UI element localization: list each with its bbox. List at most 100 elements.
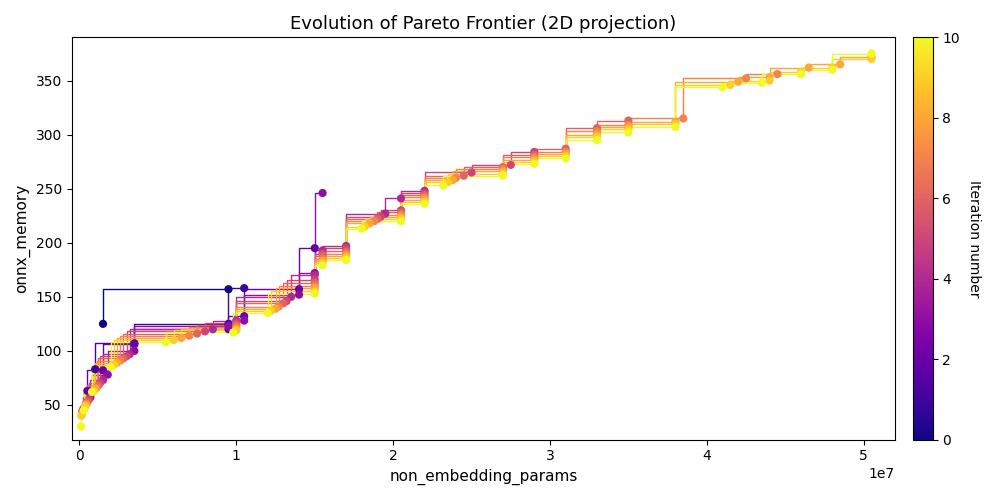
Point [95,376,111,384]
Point [315,257,331,265]
Point [864,50,880,58]
Point [263,307,279,315]
Point [620,116,636,124]
Point [667,123,683,131]
Point [283,293,299,301]
Point [338,252,354,260]
Point [338,244,354,252]
Point [260,309,276,317]
Point [315,260,331,268]
Point [315,189,331,197]
Point [181,332,197,340]
Point [393,194,409,202]
Point [79,387,95,395]
Point [558,154,574,162]
Point [225,328,241,336]
Point [315,262,331,270]
Point [589,128,605,136]
Point [338,248,354,256]
Point [589,124,605,132]
Point [228,326,244,334]
Point [435,182,451,190]
Point [558,148,574,156]
Point [362,220,378,228]
Point [754,78,770,86]
Point [526,154,542,162]
Point [526,156,542,164]
Point [620,123,636,131]
Point [95,320,111,328]
Point [86,387,102,395]
Point [440,178,456,186]
Point [495,172,511,179]
X-axis label: non_embedding_params: non_embedding_params [389,469,578,485]
Point [92,380,108,388]
Y-axis label: Iteration number: Iteration number [967,180,981,297]
Point [173,334,189,342]
Point [307,269,323,277]
Point [824,64,840,72]
Point [495,165,511,173]
Point [271,302,287,310]
Point [864,53,880,61]
Point [354,224,370,232]
Point [220,325,236,333]
Point [307,244,323,252]
Point [338,250,354,258]
Point [417,191,433,199]
Point [228,325,244,333]
Point [620,128,636,136]
Point [526,158,542,166]
Point [417,194,433,202]
Point [526,148,542,156]
Point [558,150,574,158]
Point [89,384,105,392]
Point [307,284,323,292]
Point [84,388,100,396]
Point [307,290,323,298]
Point [106,361,122,369]
Point [228,319,244,327]
Point [119,352,135,360]
Point [122,350,138,358]
Point [769,70,785,78]
Point [109,359,125,367]
Point [115,354,131,362]
Point [205,325,221,333]
Point [126,347,142,355]
Point [417,189,433,197]
Point [620,121,636,129]
Point [307,279,323,287]
Point [338,242,354,250]
Point [103,363,119,371]
Point [824,66,840,74]
Point [87,384,103,392]
Point [74,410,90,418]
Point [307,271,323,279]
Point [393,213,409,221]
Point [73,412,89,420]
Point [377,210,393,218]
Point [369,215,385,223]
Point [279,297,295,305]
Point [228,316,244,324]
Point [357,222,373,230]
Point [456,172,472,179]
Point [82,394,98,402]
Point [77,402,93,410]
Point [793,70,809,78]
Point [100,370,116,378]
Point [338,254,354,262]
Point [307,282,323,290]
Point [715,83,731,91]
Point [79,398,95,406]
Point [417,198,433,205]
Point [74,408,90,416]
Title: Evolution of Pareto Frontier (2D projection): Evolution of Pareto Frontier (2D project… [290,15,676,33]
Point [558,144,574,152]
Point [417,187,433,195]
Point [667,120,683,128]
Point [315,252,331,260]
Point [589,130,605,138]
Point [228,321,244,329]
